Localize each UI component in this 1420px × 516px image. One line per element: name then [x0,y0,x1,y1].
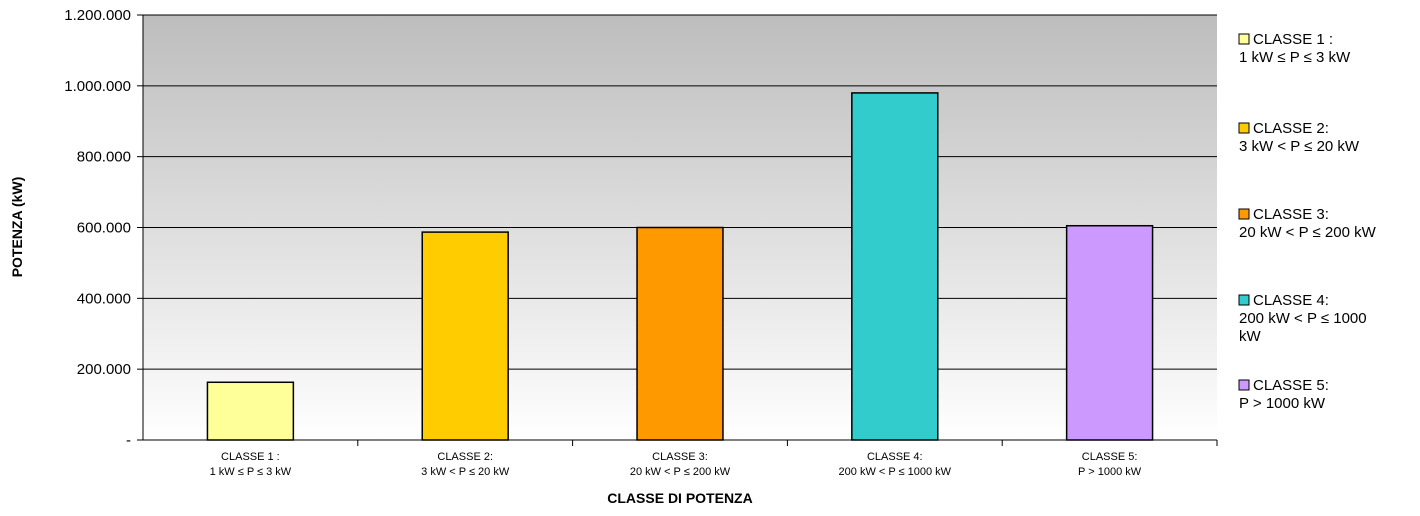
bars [206,92,1154,441]
x-category-label: CLASSE 4: [867,451,923,463]
bar [636,226,724,441]
legend-item: CLASSE 5:P > 1000 kW [1238,377,1329,412]
legend-label: CLASSE 3: [1253,206,1329,223]
legend-swatch [1238,294,1250,306]
y-axis-title: POTENZA (kW) [9,177,25,278]
legend-swatch [1238,379,1250,391]
legend-label: 20 kW < P ≤ 200 kW [1239,224,1377,241]
legend-swatch [1238,208,1250,220]
legend-item: CLASSE 1 :1 kW ≤ P ≤ 3 kW [1238,31,1351,66]
legend-label: CLASSE 1 : [1253,31,1333,48]
x-category-label: CLASSE 3: [652,451,708,463]
legend-item: CLASSE 2:3 kW < P ≤ 20 kW [1238,120,1360,155]
bar [421,231,509,441]
y-tick-label: 1.000.000 [64,78,131,95]
bar [851,92,939,441]
legend: CLASSE 1 :1 kW ≤ P ≤ 3 kW CLASSE 2:3 kW <… [1238,31,1377,412]
legend-label: CLASSE 2: [1253,120,1329,137]
y-tick-label: 1.200.000 [64,7,131,24]
legend-swatch [1238,33,1250,45]
x-category-label: CLASSE 5: [1082,451,1138,463]
x-category-label: 1 kW ≤ P ≤ 3 kW [210,466,292,478]
y-tick-label: 800.000 [77,149,131,166]
x-axis-title: CLASSE DI POTENZA [607,490,752,506]
bar [206,381,295,441]
legend-label: 200 kW < P ≤ 1000 [1239,310,1367,327]
y-tick-label: 400.000 [77,290,131,307]
x-category-labels: CLASSE 1 : 1 kW ≤ P ≤ 3 kW CLASSE 2: 3 kW <… [210,451,1142,478]
legend-label: CLASSE 4: [1253,292,1329,309]
y-tick-label: 600.000 [77,220,131,237]
y-tick-label: 200.000 [77,361,131,378]
legend-label: CLASSE 5: [1253,377,1329,394]
x-category-label: P > 1000 kW [1078,466,1142,478]
x-category-label: CLASSE 2: [437,451,493,463]
y-tick-label: - [126,432,131,449]
legend-label: kW [1239,328,1262,345]
x-category-label: 200 kW < P ≤ 1000 kW [839,466,952,478]
x-category-label: 3 kW < P ≤ 20 kW [421,466,510,478]
y-tick-labels: - 200.000 400.000 600.000 800.000 1.000.000 1.… [64,7,131,449]
legend-swatch [1238,122,1250,134]
x-category-label: 20 kW < P ≤ 200 kW [630,466,731,478]
legend-item: CLASSE 3:20 kW < P ≤ 200 kW [1238,206,1377,241]
legend-label: P > 1000 kW [1239,395,1326,412]
bar [1065,224,1154,441]
x-category-label: CLASSE 1 : [221,451,280,463]
legend-label: 1 kW ≤ P ≤ 3 kW [1239,49,1351,66]
legend-label: 3 kW < P ≤ 20 kW [1239,138,1360,155]
